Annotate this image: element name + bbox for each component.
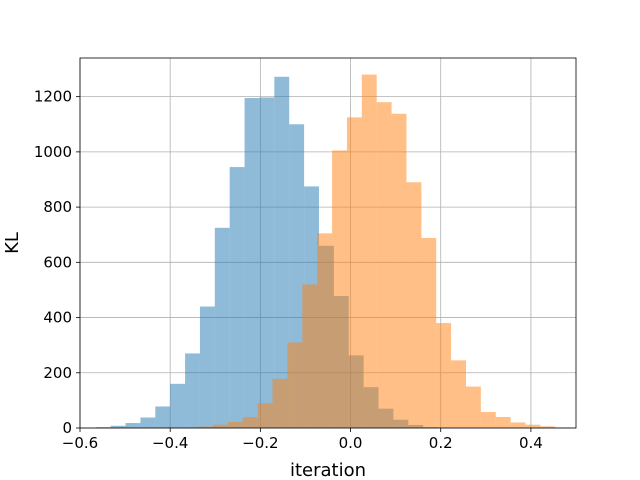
histogram-bar-series-2 [227,421,243,428]
histogram-bar-series-2 [495,416,511,428]
x-axis-ticks: −0.6 −0.4 −0.2 0.0 0.2 0.4 [62,428,543,452]
histogram-bar-series-2 [287,342,303,428]
histogram-bar-series-2 [510,422,526,428]
y-tick-label: 800 [43,198,72,216]
histogram-bar-series-2 [376,102,392,428]
y-tick-label: 1000 [34,143,72,161]
x-tick-label: 0.2 [429,434,453,452]
histogram-bar-series-1 [259,97,275,428]
histogram-bar-series-1 [170,383,186,428]
histogram-bar-series-2 [302,284,318,428]
histogram-bar-series-2 [346,117,362,429]
histogram-bar-series-2 [317,233,333,428]
histogram-bar-series-1 [199,306,215,428]
histogram-bar-series-2 [257,403,273,428]
histogram-bar-series-2 [242,416,258,428]
x-tick-label: 0.0 [339,434,363,452]
y-tick-label: 400 [43,309,72,327]
y-axis-label: KL [2,232,23,254]
x-tick-label: −0.4 [152,434,188,452]
histogram-bar-series-1 [125,423,141,428]
histogram-bars [95,74,571,429]
y-tick-label: 200 [43,364,72,382]
histogram-bar-series-2 [361,74,377,428]
histogram-bar-series-1 [185,353,200,428]
histogram-bar-series-1 [155,406,171,428]
histogram-bar-series-2 [198,426,214,428]
histogram-bar-series-1 [140,417,156,428]
histogram-bar-series-1 [214,227,230,428]
histogram-bar-series-2 [406,182,422,428]
y-tick-label: 600 [43,253,72,271]
histogram-bar-series-2 [540,426,556,428]
histogram-bar-series-2 [213,424,228,428]
histogram-bar-series-2 [480,411,496,428]
x-axis-label: iteration [290,460,366,480]
x-tick-label: −0.6 [62,434,98,452]
histogram-bar-series-1 [95,427,111,428]
histogram-bar-series-2 [525,424,541,428]
histogram-bar-series-1 [244,98,260,428]
histogram-bar-series-2 [391,113,407,428]
y-axis-ticks: 0 200 400 600 800 1000 1200 [34,88,80,437]
x-tick-label: 0.4 [519,434,543,452]
x-tick-label: −0.2 [242,434,278,452]
plot-frame [79,57,577,429]
histogram-bar-series-2 [272,378,288,428]
histogram-bar-series-2 [421,238,437,428]
histogram-bar-series-2 [465,386,481,428]
histogram-bar-series-1 [229,167,245,428]
histogram-bar-series-2 [332,150,347,428]
y-tick-label: 0 [62,419,72,437]
y-tick-label: 1200 [34,88,72,106]
histogram-bar-series-1 [274,76,290,428]
histogram-bar-series-1 [110,425,126,428]
histogram-bar-series-2 [451,360,466,428]
histogram-bar-series-2 [436,323,452,428]
